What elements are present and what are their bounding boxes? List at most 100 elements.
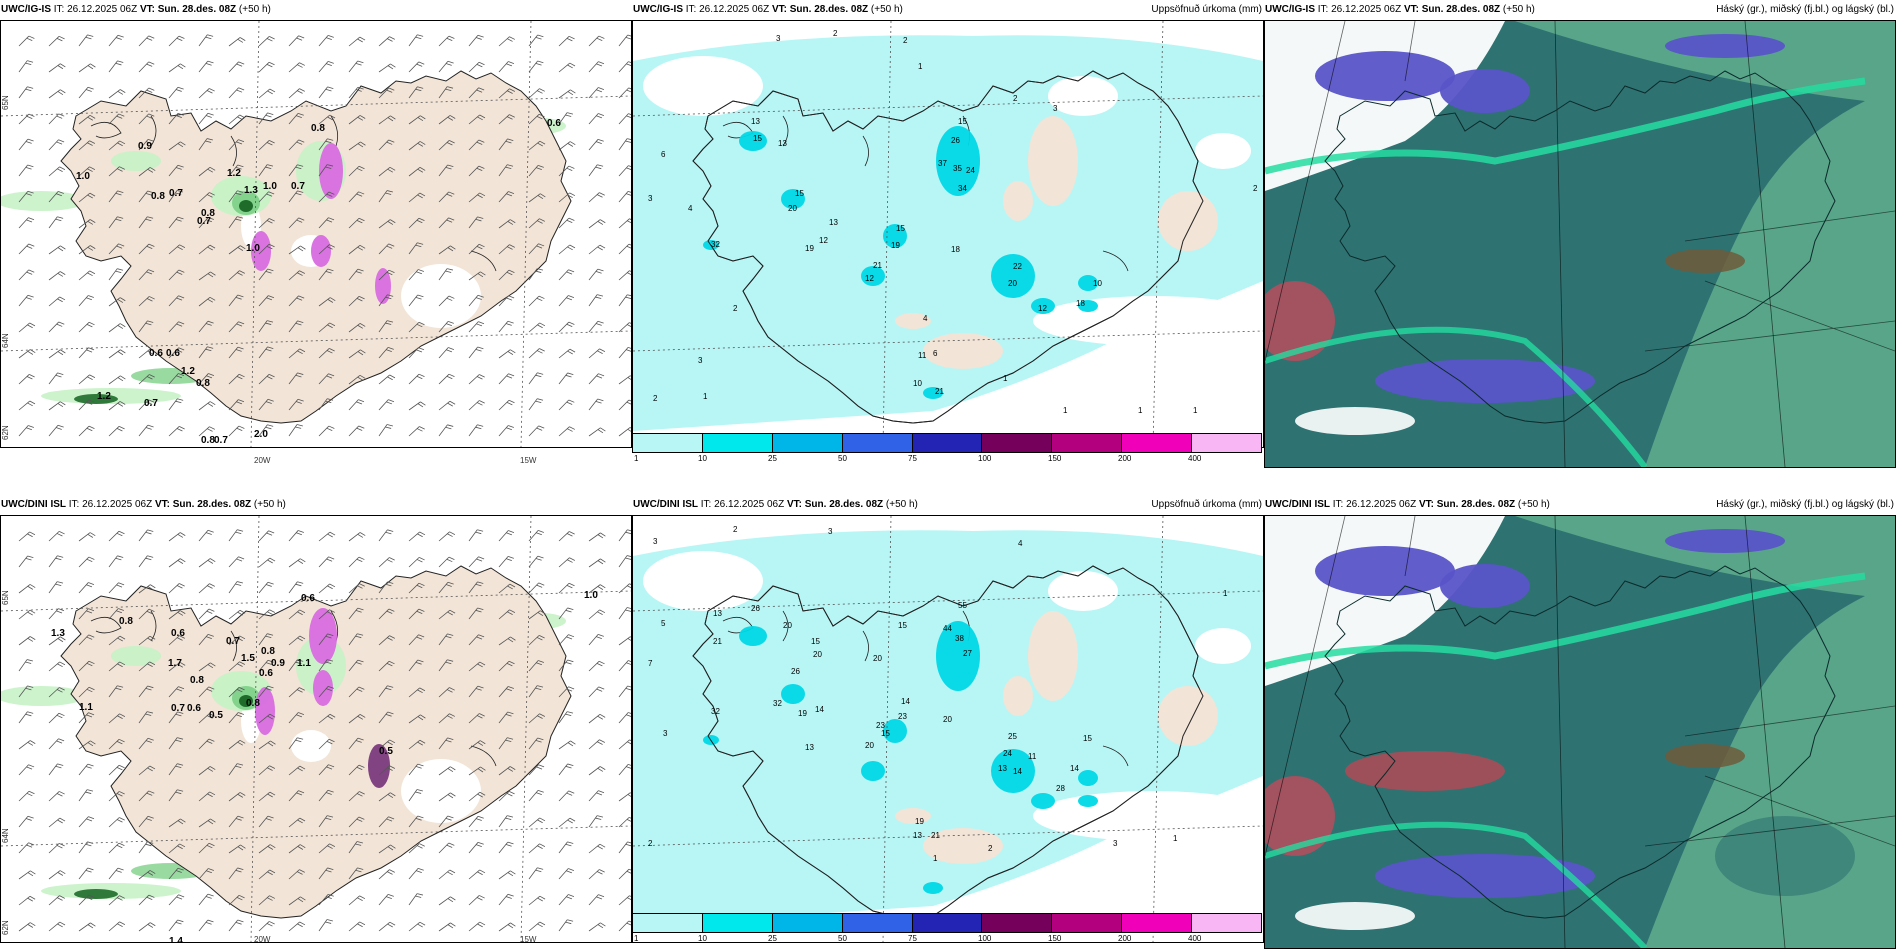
wind-barb	[588, 294, 604, 307]
wind-barb	[588, 609, 606, 620]
wind-barb	[108, 323, 126, 333]
wind-barb	[378, 635, 395, 646]
panel-title: Háský (gr.), miðský (fj.bl.) og lágský (…	[1716, 4, 1894, 15]
wind-barb	[48, 687, 65, 698]
wind-barb	[468, 243, 485, 255]
wind-barb	[618, 61, 631, 73]
wind-barb	[378, 844, 396, 854]
colorbar-tick: 150	[1048, 934, 1062, 943]
wind-barb	[318, 764, 335, 776]
wind-barb	[378, 374, 396, 385]
iceland-wind-map: 1.30.80.60.71.70.81.50.80.90.61.10.60.7 0…	[1, 516, 631, 942]
valid-time: VT: Sun. 28.des. 08Z	[154, 499, 252, 510]
colorbar-ticks: 1 10 25 50 75 100 150 200 400	[632, 934, 1264, 946]
wind-barb	[318, 556, 335, 568]
precip-value: 26	[791, 667, 800, 676]
wind-barb	[48, 738, 65, 750]
wind-barb	[468, 556, 485, 568]
wind-barb	[288, 921, 306, 932]
wind-barb	[618, 739, 631, 750]
precip-value: 2	[733, 304, 738, 313]
wind-barb	[378, 557, 395, 568]
precip-value: 14	[815, 705, 824, 714]
wind-barb	[348, 115, 366, 125]
wind-barb	[108, 608, 124, 620]
wind-barb	[348, 791, 365, 802]
precip-value: 6	[661, 150, 666, 159]
wind-barb	[18, 659, 33, 672]
wind-barb	[228, 425, 245, 437]
colorbar-swatch	[912, 434, 983, 452]
wind-barb	[78, 219, 96, 229]
lon-label: 20W	[254, 935, 271, 944]
wind-barb	[258, 557, 276, 568]
wind-barb	[138, 685, 154, 698]
value-label: 0.8	[311, 123, 325, 134]
wind-barb	[378, 399, 395, 411]
value-label: 0.7	[226, 636, 240, 647]
wind-barb	[498, 399, 515, 411]
wind-barb	[48, 895, 65, 906]
wind-barb	[558, 372, 574, 385]
wind-barb	[108, 349, 126, 359]
wind-barb	[138, 138, 154, 151]
wind-barb	[288, 844, 306, 854]
wind-barb	[228, 164, 244, 177]
wind-barb	[498, 636, 516, 646]
wind-barb	[138, 87, 155, 99]
wind-barb	[318, 297, 336, 307]
wind-barb	[198, 34, 214, 47]
wind-barb	[468, 791, 486, 802]
wind-barb	[198, 192, 215, 203]
wind-barb	[78, 140, 96, 151]
wind-barb	[78, 608, 95, 620]
precip-value: 38	[955, 634, 964, 643]
wind-barb	[408, 687, 426, 698]
wind-barb	[258, 424, 274, 437]
wind-barb	[18, 400, 36, 411]
wind-barb	[18, 815, 34, 828]
wind-barb	[78, 321, 95, 333]
wind-barb	[318, 738, 335, 750]
wind-barb	[318, 843, 336, 854]
init-time: IT: 26.12.2025 06Z	[68, 499, 153, 510]
wind-barb	[498, 841, 514, 854]
wind-barb	[198, 558, 216, 568]
colorbar-tick: 400	[1188, 934, 1202, 943]
panel-header: UWC/IG-IS IT: 26.12.2025 06Z VT: Sun. 28…	[0, 0, 632, 20]
wind-barb	[618, 243, 631, 255]
precip-value: 11	[1028, 752, 1037, 761]
wind-barb	[138, 711, 154, 724]
panel-title: Háský (gr.), miðský (fj.bl.) og lágský (…	[1716, 499, 1894, 510]
precip-value: 32	[711, 707, 720, 716]
wind-barb	[558, 244, 576, 255]
colorbar-swatch	[1052, 914, 1123, 932]
wind-barb	[168, 558, 186, 568]
wind-barb	[588, 219, 606, 229]
precip-value: 13	[805, 743, 814, 752]
wind-barb	[288, 35, 305, 47]
wind-barb	[348, 816, 365, 828]
wind-barb	[468, 869, 486, 880]
valid-time: VT: Sun. 28.des. 08Z	[1418, 499, 1516, 510]
wind-barb	[198, 662, 216, 672]
wind-barb	[288, 398, 304, 411]
wind-barb	[108, 216, 124, 229]
wind-barb	[348, 921, 366, 932]
wind-barb	[498, 790, 515, 802]
precip-colorbar	[632, 433, 1262, 453]
colorbar-swatch	[982, 434, 1053, 452]
wind-barb	[228, 399, 245, 411]
wind-barb	[498, 893, 514, 906]
precip-value: 3	[776, 34, 781, 43]
value-label: 0.7	[171, 703, 185, 714]
wind-barb	[138, 374, 155, 385]
precip-value: 3	[663, 729, 668, 738]
precip-value: 4	[923, 314, 928, 323]
wind-barb	[198, 166, 216, 177]
wind-barb	[348, 141, 366, 151]
wind-barb	[498, 815, 514, 828]
wind-barb	[348, 374, 366, 385]
wind-barb	[558, 399, 575, 411]
value-label: 0.5	[379, 746, 393, 757]
